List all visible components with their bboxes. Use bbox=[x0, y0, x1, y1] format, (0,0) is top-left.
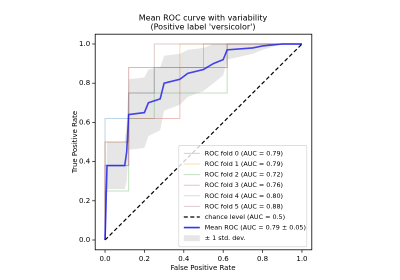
legend-label: ROC fold 1 (AUC = 0.79) bbox=[205, 160, 283, 168]
y-axis-label: True Positive Rate bbox=[71, 111, 79, 174]
x-axis-label: False Positive Rate bbox=[170, 264, 235, 272]
legend-label: Mean ROC (AUC = 0.79 ± 0.05) bbox=[205, 224, 306, 232]
legend-box bbox=[178, 145, 308, 248]
roc-line bbox=[104, 43, 302, 240]
roc-line bbox=[104, 43, 302, 240]
legend-label: ROC fold 4 (AUC = 0.80) bbox=[205, 192, 283, 200]
y-tick-label: 0.0 bbox=[79, 236, 90, 244]
x-tick-label: 0.2 bbox=[139, 255, 150, 263]
chart-title: Mean ROC curve with variability bbox=[139, 14, 268, 23]
y-tick-label: 0.4 bbox=[79, 158, 91, 166]
y-tick-label: 0.6 bbox=[79, 118, 91, 126]
x-tick-label: 0.0 bbox=[99, 255, 110, 263]
y-tick-label: 0.8 bbox=[79, 79, 90, 87]
x-tick-label: 0.4 bbox=[178, 255, 190, 263]
legend-swatch bbox=[183, 235, 200, 242]
std-band bbox=[105, 44, 302, 240]
y-tick-label: 1.0 bbox=[79, 40, 90, 48]
legend-label: ROC fold 5 (AUC = 0.88) bbox=[205, 202, 283, 210]
roc-line bbox=[104, 43, 302, 240]
x-tick-label: 1.0 bbox=[296, 255, 307, 263]
roc-line bbox=[104, 43, 302, 241]
roc-line bbox=[104, 43, 302, 240]
legend: ROC fold 0 (AUC = 0.79) ROC fold 1 (AUC =… bbox=[178, 145, 308, 248]
roc-line bbox=[104, 43, 303, 241]
x-tick-label: 0.8 bbox=[257, 255, 268, 263]
legend-label: ± 1 std. dev. bbox=[205, 234, 246, 242]
legend-label: ROC fold 3 (AUC = 0.76) bbox=[205, 181, 283, 189]
legend-label: ROC fold 2 (AUC = 0.72) bbox=[205, 171, 283, 179]
legend-label: chance level (AUC = 0.5) bbox=[205, 213, 285, 221]
roc-line bbox=[104, 43, 302, 240]
legend-label: ROC fold 0 (AUC = 0.79) bbox=[205, 149, 283, 157]
x-tick-label: 0.6 bbox=[218, 255, 230, 263]
chart-subtitle: (Positive label 'versicolor') bbox=[151, 23, 256, 32]
plot-frame bbox=[94, 33, 313, 251]
y-tick-label: 0.2 bbox=[79, 197, 90, 205]
